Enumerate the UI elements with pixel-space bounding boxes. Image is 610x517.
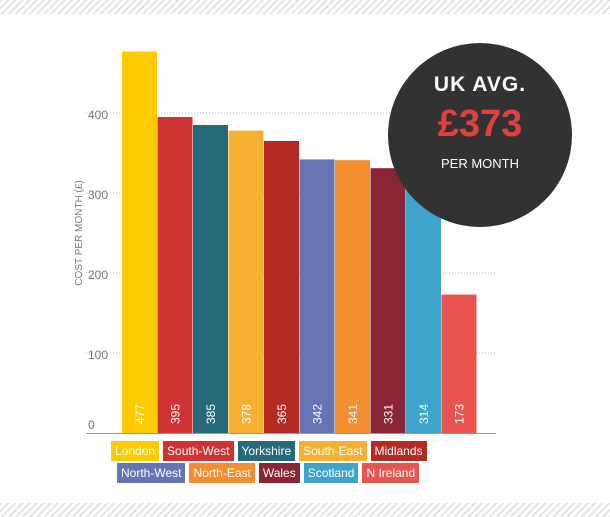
bar-value-label: 477: [133, 404, 147, 424]
bottom-stripe-decoration: [0, 503, 610, 517]
bar-value-label: 314: [417, 404, 431, 424]
bar-value-label: 341: [346, 404, 360, 424]
bar-south-west: [157, 117, 193, 433]
y-tick-label: 200: [88, 268, 108, 282]
bar-wales: [370, 168, 406, 433]
badge-title: UK AVG.: [433, 73, 527, 96]
y-tick-label: 100: [88, 348, 108, 362]
top-stripe-decoration: [0, 0, 610, 14]
bar-n-ireland: [441, 294, 477, 433]
bar-scotland: [406, 181, 441, 433]
bar-value-label: 385: [204, 404, 218, 424]
bar-value-label: 342: [310, 404, 324, 424]
badge-value: £373: [437, 103, 523, 145]
bar-value-label: 331: [381, 404, 395, 424]
uk-average-badge: UK AVG. £373 PER MONTH: [388, 43, 572, 227]
bar-north-east: [335, 160, 370, 433]
badge-subtitle: PER MONTH: [441, 156, 519, 171]
y-tick-label: 0: [88, 418, 95, 432]
y-axis-title: COST PER MONTH (£): [74, 180, 85, 285]
bar-value-label: 378: [239, 404, 253, 424]
bar-value-label: 395: [168, 404, 182, 424]
bar-london: [122, 51, 157, 434]
bar-value-label: 365: [275, 404, 289, 424]
bar-yorkshire: [193, 125, 228, 433]
y-tick-label: 400: [88, 108, 108, 122]
bar-value-label: 173: [452, 404, 466, 424]
bar-south-east: [228, 130, 264, 433]
bar-midlands: [264, 141, 299, 433]
y-tick-label: 300: [88, 188, 108, 202]
bar-north-west: [299, 159, 335, 433]
